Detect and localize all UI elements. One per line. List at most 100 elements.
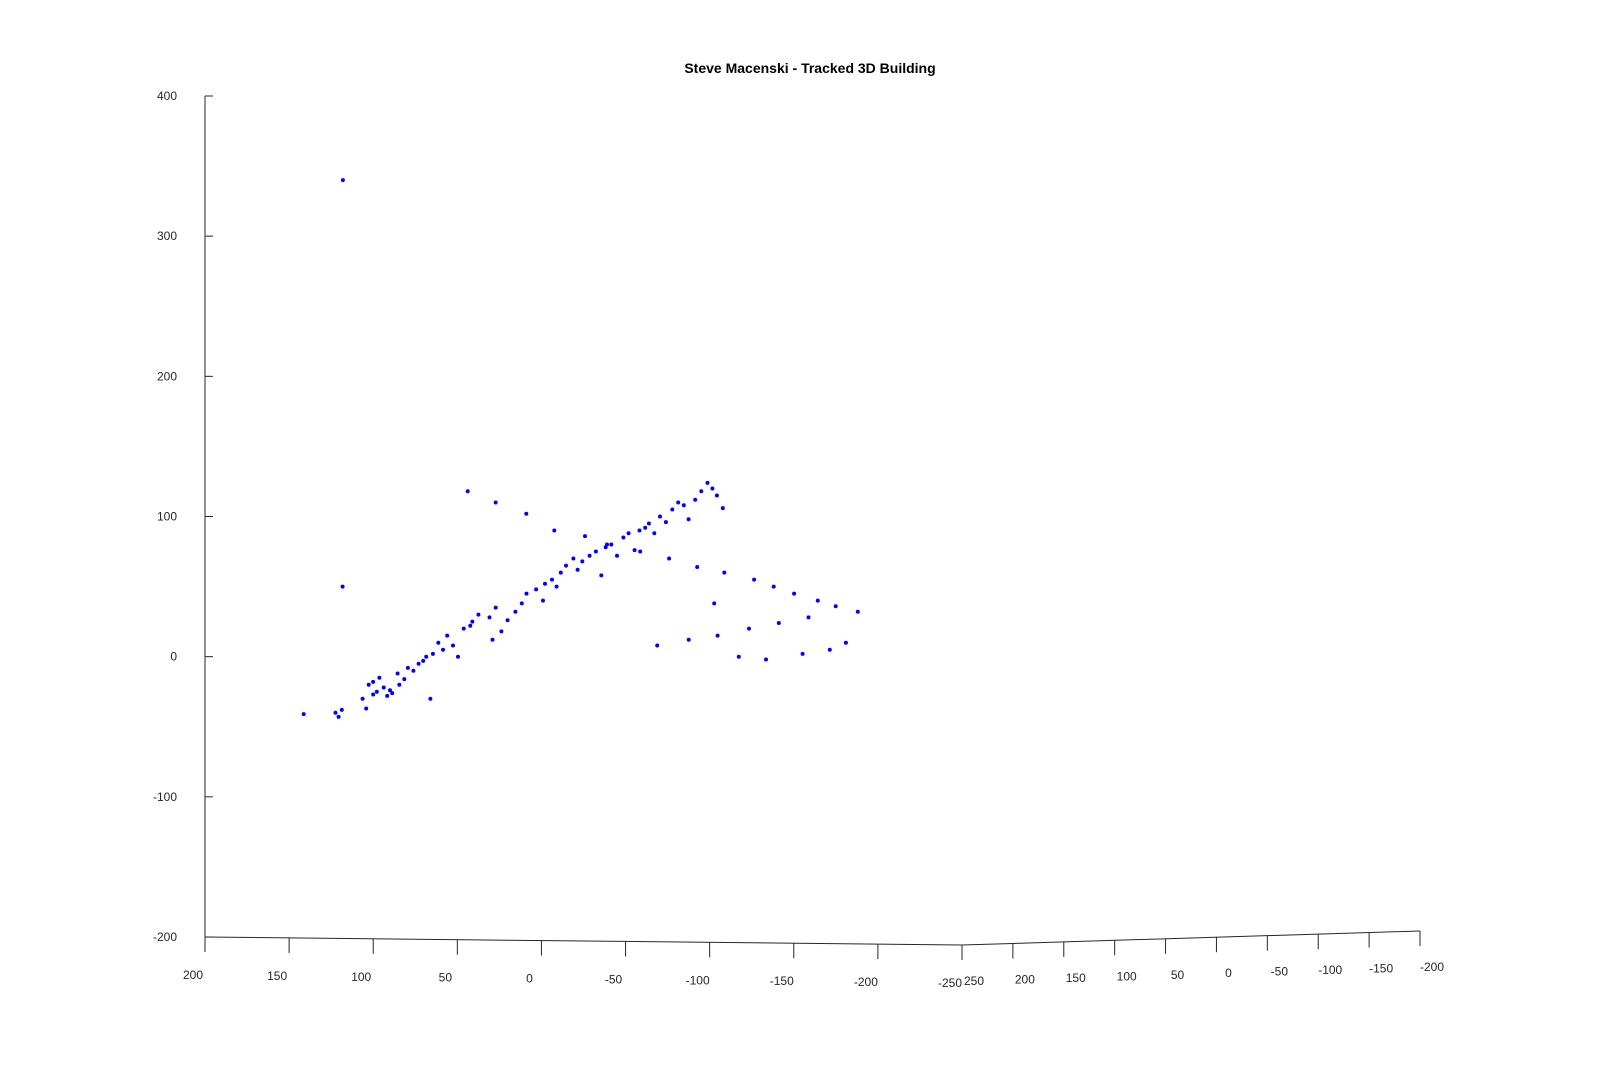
data-point (722, 570, 727, 575)
z-tick-label: 300 (157, 229, 177, 243)
data-point (402, 677, 407, 682)
data-point (360, 696, 365, 701)
data-point (558, 570, 563, 575)
data-point (605, 542, 609, 547)
data-point (493, 605, 498, 610)
data-point (424, 654, 429, 659)
data-point (712, 601, 717, 606)
data-point (405, 665, 410, 670)
data-point (621, 535, 626, 540)
data-point (421, 658, 426, 663)
z-axis: 400 300 200 100 0 -100 -200 (153, 89, 213, 944)
y-tick-label: -150 (1369, 962, 1393, 976)
data-point (436, 640, 441, 645)
x-tick-label: 0 (526, 972, 533, 986)
y-tick-label: -100 (1318, 963, 1342, 977)
data-point (428, 696, 433, 701)
data-point (776, 621, 781, 625)
data-point (615, 553, 619, 558)
data-point (441, 647, 445, 652)
data-point (652, 531, 657, 536)
x-tick-label: -150 (770, 974, 794, 988)
data-point (377, 675, 382, 680)
data-point (667, 556, 672, 561)
data-point (340, 178, 345, 183)
y-tick-label: 250 (964, 974, 984, 988)
data-point (593, 549, 598, 554)
data-point (470, 619, 475, 624)
data-point (339, 707, 344, 712)
data-point (599, 573, 604, 578)
data-point (430, 651, 435, 656)
data-point (534, 587, 539, 592)
data-point (771, 584, 776, 589)
data-point (493, 500, 498, 505)
data-point (658, 514, 662, 519)
data-point (747, 626, 751, 631)
data-point (552, 528, 557, 533)
z-tick-label: 100 (157, 510, 177, 524)
x-tick-label: -200 (854, 975, 878, 989)
data-point (736, 654, 741, 659)
data-point (505, 618, 510, 623)
data-point (397, 682, 402, 687)
y-axis-ticks: 250 200 150 100 50 0 -50 -100 -150 -200 (961, 931, 1444, 988)
data-point (374, 689, 379, 694)
data-point (587, 553, 592, 558)
data-point (371, 692, 376, 697)
data-point (638, 549, 643, 554)
data-point (513, 609, 518, 614)
scatter-points (301, 178, 860, 719)
data-point (720, 506, 725, 511)
data-point (461, 626, 466, 631)
data-point (385, 693, 390, 698)
data-point (465, 489, 470, 494)
data-point (710, 486, 715, 491)
z-tick-label: 0 (170, 650, 177, 664)
x-tick-label: -100 (686, 973, 710, 987)
data-point (445, 633, 450, 638)
y-tick-label: 150 (1066, 971, 1086, 985)
data-point (643, 525, 648, 530)
data-point (524, 511, 529, 516)
data-point (395, 671, 400, 676)
data-point (646, 521, 651, 526)
data-point (487, 615, 492, 620)
x-tick-label: 200 (183, 968, 203, 982)
data-point (705, 480, 710, 485)
data-point (827, 647, 832, 652)
data-point (543, 581, 547, 586)
data-point (583, 534, 587, 539)
x-floor-axis: 200 150 100 50 0 -50 -100 -150 -200 -250 (183, 936, 963, 990)
data-point (519, 601, 524, 606)
data-point (609, 542, 614, 547)
data-point (336, 714, 341, 719)
data-point (333, 710, 338, 715)
data-point (468, 623, 473, 628)
data-point (855, 609, 860, 614)
data-point (524, 591, 529, 596)
x-tick-label: 50 (439, 971, 453, 985)
x-axis-ticks: 200 150 100 50 0 -50 -100 -150 -200 -250 (183, 937, 963, 990)
data-point (699, 489, 704, 494)
y-tick-label: 200 (1015, 972, 1035, 986)
x-tick-label: 150 (267, 969, 287, 983)
data-point (564, 563, 568, 568)
data-point (686, 517, 691, 522)
data-point (693, 497, 698, 502)
data-point (541, 598, 545, 603)
y-tick-label: 100 (1117, 969, 1137, 983)
x-tick-label: -50 (605, 972, 623, 986)
data-point (416, 661, 421, 666)
data-point (715, 633, 720, 638)
data-point (411, 668, 416, 673)
data-point (388, 688, 392, 693)
data-point (575, 567, 580, 572)
data-point (800, 651, 805, 656)
y-tick-label: 0 (1225, 966, 1232, 980)
z-tick-label: 400 (157, 89, 177, 103)
data-point (626, 531, 631, 536)
z-tick-label: 200 (157, 369, 177, 383)
data-point (637, 528, 642, 533)
